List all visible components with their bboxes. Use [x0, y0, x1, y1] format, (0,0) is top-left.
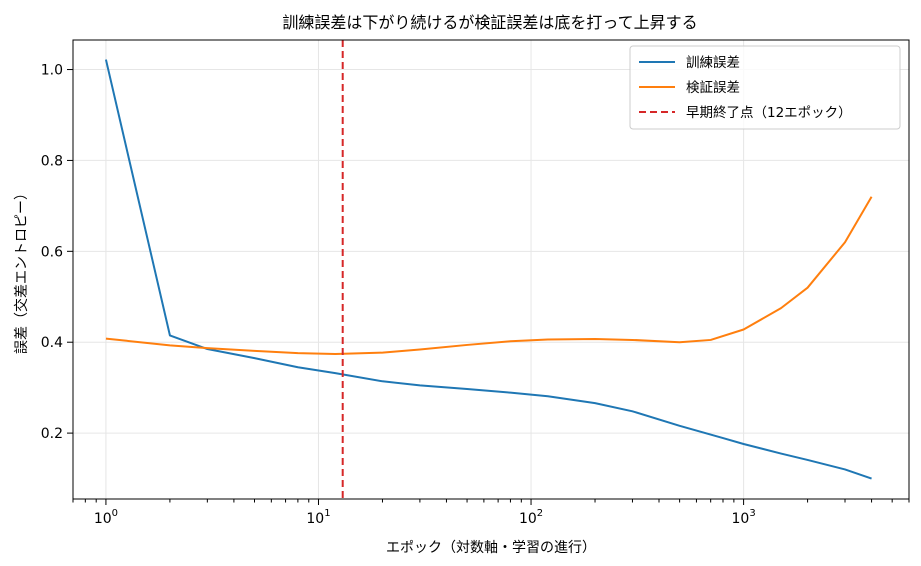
x-tick-label: 101	[306, 508, 330, 527]
legend-label-early-stop: 早期終了点（12エポック）	[686, 105, 852, 121]
y-tick-label: 1.0	[41, 63, 63, 79]
x-axis-label: エポック（対数軸・学習の進行）	[386, 540, 596, 556]
y-tick-label: 0.8	[41, 153, 63, 169]
y-tick-label: 0.4	[41, 335, 63, 351]
series-line-validation	[105, 196, 873, 356]
legend: 訓練誤差 検証誤差 早期終了点（12エポック）	[629, 45, 901, 130]
legend-box	[629, 45, 901, 130]
chart-title: 訓練誤差は下がり続けるが検証誤差は底を打って上昇する	[282, 13, 697, 32]
x-tick-label: 100	[94, 508, 118, 527]
series-layer	[104, 40, 873, 499]
plot-frame	[72, 39, 910, 500]
legend-label-validation: 検証誤差	[686, 80, 740, 96]
series-line-train	[104, 59, 872, 480]
y-tick-label: 0.2	[41, 426, 63, 442]
y-tick-label: 0.6	[41, 244, 63, 260]
axes: 100 101 102 103 0.2 0.4 0.6 0.8 1.0	[41, 63, 910, 527]
y-axis-label: 誤差（交差エントロピー）	[13, 186, 30, 354]
x-tick-label: 103	[731, 508, 755, 527]
legend-label-train: 訓練誤差	[686, 55, 740, 71]
x-tick-label: 102	[519, 508, 543, 527]
